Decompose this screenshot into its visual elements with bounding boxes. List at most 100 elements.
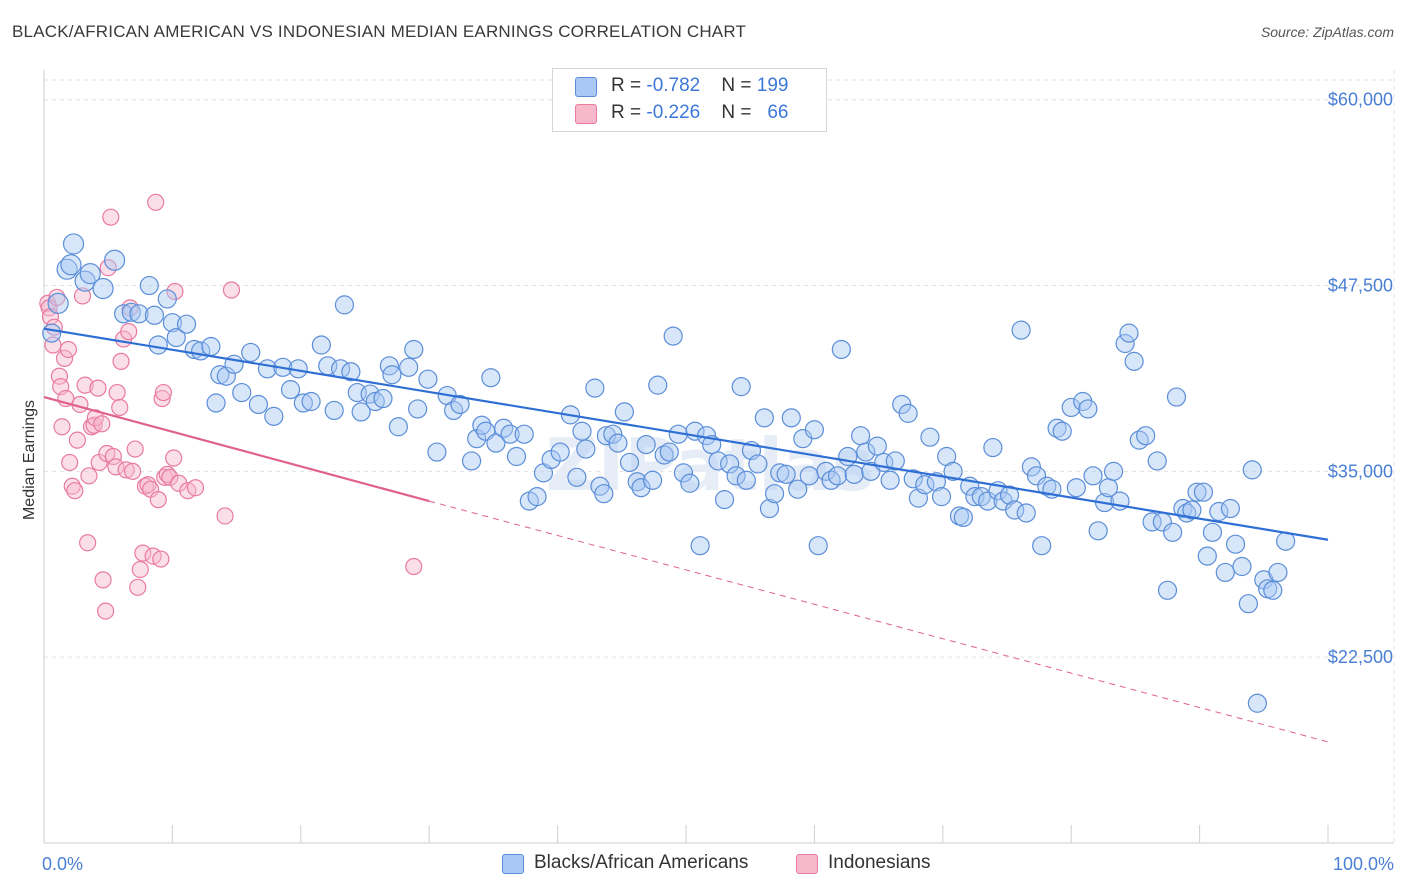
y-tick-label: $60,000: [1328, 90, 1393, 110]
legend-label: Blacks/African Americans: [534, 852, 749, 873]
trendline-indonesian: [43, 395, 430, 503]
data-point-black: [148, 335, 168, 355]
data-point-black: [500, 424, 520, 444]
data-point-indonesian: [149, 491, 167, 509]
data-point-black: [856, 442, 876, 462]
data-point-black: [1021, 457, 1041, 477]
data-point-indonesian: [73, 287, 92, 305]
x-tick-labels: 0.0% 100.0%: [42, 854, 1394, 874]
data-point-black: [388, 417, 408, 437]
data-point-black: [1026, 466, 1047, 486]
data-point-black: [1119, 323, 1139, 343]
data-point-indonesian: [68, 431, 86, 449]
data-point-black: [831, 339, 851, 360]
data-point-indonesian: [112, 352, 130, 370]
data-point-indonesian: [129, 578, 147, 596]
data-point-black: [280, 380, 301, 400]
data-point-black: [903, 469, 923, 489]
chart-title: BLACK/AFRICAN AMERICAN VS INDONESIAN MED…: [12, 22, 747, 41]
data-point-black: [726, 466, 746, 486]
data-point-black: [1209, 501, 1229, 522]
data-point-black: [759, 498, 780, 519]
legend-label: Indonesians: [828, 852, 931, 873]
data-point-black: [104, 249, 126, 271]
data-point-black: [920, 427, 940, 447]
data-point-indonesian: [222, 281, 241, 299]
data-point-indonesian: [93, 415, 111, 433]
data-point-black: [926, 472, 946, 492]
data-point-black: [62, 233, 85, 255]
x-tick-label: 100.0%: [1333, 854, 1394, 874]
trendlines: [43, 327, 1329, 743]
data-point-indonesian: [120, 323, 138, 341]
data-point-black: [1157, 580, 1178, 600]
data-point-black: [311, 335, 331, 355]
data-point-black: [748, 454, 768, 474]
data-point-black: [867, 436, 887, 456]
data-point-black: [596, 426, 616, 446]
data-point-black: [1124, 351, 1144, 371]
legend-stats-text: R = -0.782 N = 199: [611, 75, 789, 96]
data-point-black: [42, 323, 62, 343]
data-point-black: [915, 475, 935, 495]
data-point-indonesian: [97, 602, 115, 620]
data-point-indonesian: [123, 462, 142, 480]
data-point-indonesian: [147, 193, 165, 211]
data-point-black: [1142, 512, 1162, 532]
data-point-indonesian: [55, 349, 74, 367]
data-point-black: [880, 470, 900, 490]
data-point-black: [754, 408, 774, 428]
data-point-black: [1005, 500, 1025, 520]
data-point-black: [324, 400, 344, 421]
data-point-black: [659, 442, 679, 462]
legend-swatch-blue: [575, 77, 597, 97]
data-point-black: [999, 485, 1020, 505]
data-point-black: [1268, 562, 1288, 583]
data-point-indonesian: [61, 453, 79, 472]
data-point-black: [1182, 500, 1202, 520]
data-point-black: [983, 437, 1003, 458]
data-point-indonesian: [117, 461, 135, 479]
data-point-black: [408, 399, 428, 419]
data-point-black: [351, 402, 371, 422]
data-point-black: [1276, 531, 1296, 551]
data-point-indonesian: [79, 534, 97, 552]
data-point-black: [293, 393, 313, 413]
chart-source: Source: ZipAtlas.com: [1260, 24, 1394, 40]
data-point-indonesian: [53, 418, 71, 436]
data-point-black: [514, 424, 534, 444]
y-tick-label: $47,500: [1328, 276, 1393, 296]
data-point-indonesian: [89, 379, 107, 397]
data-point-black: [614, 402, 634, 422]
data-point-black: [648, 375, 668, 395]
data-point-indonesian: [186, 479, 205, 497]
data-point-black: [673, 463, 694, 483]
data-point-indonesian: [80, 467, 98, 485]
data-point-black: [210, 365, 230, 385]
data-point-black: [1061, 397, 1081, 418]
data-point-black: [943, 461, 963, 481]
data-point-indonesian: [131, 560, 149, 579]
data-point-indonesian: [161, 468, 179, 486]
data-point-black: [603, 424, 623, 444]
data-point-black: [1115, 333, 1135, 354]
x-tick-label: 0.0%: [42, 854, 83, 874]
data-point-indonesian: [102, 208, 120, 226]
data-point-black: [631, 478, 651, 498]
data-point-black: [166, 327, 186, 348]
data-point-black: [636, 435, 656, 455]
y-tick-label: $35,000: [1328, 461, 1393, 481]
data-point-indonesian: [134, 544, 152, 562]
data-point-black: [1166, 387, 1187, 407]
data-point-black: [418, 369, 438, 389]
data-point-indonesian: [94, 571, 112, 589]
indonesian-points: [39, 193, 423, 620]
data-point-black: [708, 451, 728, 471]
data-point-black: [770, 463, 790, 483]
data-point-black: [1232, 556, 1252, 577]
data-point-black: [1037, 476, 1057, 496]
data-point-black: [114, 304, 134, 324]
data-point-black: [808, 536, 828, 556]
data-point-black: [720, 454, 740, 474]
data-point-indonesian: [154, 383, 173, 402]
